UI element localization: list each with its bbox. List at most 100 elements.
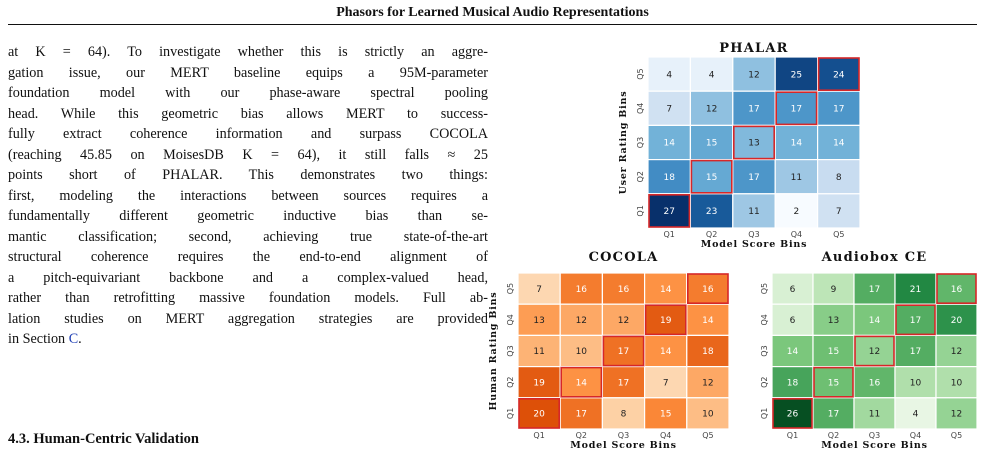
x-tick-label: Q5: [951, 431, 962, 440]
cell-value-label: 21: [910, 285, 921, 295]
cell-value-label: 10: [951, 378, 963, 388]
diagonal-highlight: [936, 273, 977, 305]
text-line: at K = 64). To investigate whether this …: [8, 44, 488, 60]
heatmap-cell: [601, 303, 646, 337]
cell-value-label: 4: [709, 70, 715, 80]
cell-value-label: 10: [910, 378, 922, 388]
text-line: lation studies on MERT aggregation strat…: [8, 310, 488, 327]
cell-value-label: 18: [787, 378, 799, 388]
text-line: foundation model with our phase-aware sp…: [8, 85, 488, 101]
heatmap-cell: [559, 272, 604, 305]
heatmap-cell: [689, 124, 734, 161]
text-line: points short of PHALAR. This demonstrate…: [8, 167, 488, 183]
cell-value-label: 19: [660, 316, 672, 326]
cell-value-label: 18: [702, 347, 714, 357]
heatmap-cell: [732, 193, 776, 229]
cell-value-label: 6: [790, 285, 796, 295]
y-tick-label: Q3: [636, 137, 645, 148]
y-tick-label: Q1: [506, 408, 515, 419]
y-tick-label: Q3: [506, 345, 515, 356]
cell-value-label: 17: [910, 316, 921, 326]
y-tick-label: Q5: [760, 283, 769, 294]
cell-value-label: 10: [702, 410, 714, 420]
diagonal-highlight: [644, 304, 687, 336]
text-line: a pitch-equivariant backbone and a compl…: [8, 269, 488, 286]
cell-value-label: 17: [791, 105, 802, 115]
cell-value-label: 14: [660, 285, 672, 295]
y-tick-label: Q4: [760, 314, 769, 325]
heatmap-cell: [643, 397, 688, 430]
cell-value-label: 27: [663, 207, 674, 217]
heatmap-cell: [935, 334, 978, 368]
heatmap-cell: [771, 303, 814, 337]
heatmap-cell: [686, 272, 730, 305]
text-line: rather than retrofitting massive foundat…: [8, 290, 488, 306]
heatmap-cell: [816, 193, 861, 229]
cell-value-label: 23: [706, 207, 717, 217]
cell-value-label: 16: [576, 285, 588, 295]
heatmap-cell: [894, 334, 937, 368]
x-tick-label: Q4: [910, 431, 921, 440]
section-heading: 4.3. Human-Centric Validation: [8, 431, 199, 447]
y-tick-label: Q1: [760, 408, 769, 419]
heatmap-cell: [812, 366, 855, 399]
y-tick-label: Q2: [636, 171, 645, 182]
cell-value-label: 17: [618, 378, 629, 388]
heatmap-cell: [816, 56, 861, 92]
cell-value-label: 11: [533, 347, 544, 357]
heatmap-cell: [771, 397, 814, 430]
cell-value-label: 13: [533, 316, 544, 326]
cell-value-label: 14: [833, 139, 845, 149]
cell-value-label: 15: [706, 139, 717, 149]
x-tick-label: Q2: [706, 230, 717, 239]
header-rule: [8, 24, 977, 25]
cell-value-label: 15: [660, 410, 671, 420]
text-line: head. While this geometric bias allows M…: [8, 105, 488, 122]
y-tick-label: Q4: [506, 314, 515, 325]
cell-value-label: 11: [791, 173, 802, 183]
cell-value-label: 7: [536, 285, 542, 295]
x-tick-label: Q5: [702, 431, 713, 440]
cell-value-label: 26: [787, 410, 799, 420]
body-paragraph: at K = 64). To investigate whether this …: [8, 42, 488, 350]
cell-value-label: 17: [576, 410, 587, 420]
page-header: Phasors for Learned Musical Audio Repres…: [0, 0, 985, 27]
cell-value-label: 20: [533, 410, 545, 420]
heatmap-cell: [732, 56, 776, 92]
heatmap-cell: [771, 272, 814, 305]
cell-value-label: 11: [869, 410, 880, 420]
diagonal-highlight: [560, 366, 603, 398]
cell-value-label: 13: [748, 139, 759, 149]
section-ref-link[interactable]: C: [68, 331, 79, 347]
heatmap-cell: [517, 397, 561, 430]
cell-value-label: 24: [833, 70, 845, 80]
heatmap-cell: [771, 366, 814, 399]
cell-value-label: 18: [663, 173, 675, 183]
cell-value-label: 13: [828, 316, 839, 326]
diagonal-highlight: [732, 125, 775, 160]
heatmap-cell: [732, 159, 776, 195]
cell-value-label: 11: [748, 207, 759, 217]
heatmap-cell: [601, 397, 646, 430]
cell-value-label: 17: [618, 347, 629, 357]
heatmap-title: Audiobox CE: [821, 250, 928, 265]
diagonal-highlight: [775, 91, 818, 126]
diagonal-highlight: [648, 194, 691, 228]
x-tick-label: Q1: [787, 431, 798, 440]
x-tick-label: Q1: [664, 230, 675, 239]
diagonal-highlight: [817, 57, 860, 92]
cell-value-label: 14: [660, 347, 672, 357]
y-tick-label: Q2: [760, 377, 769, 388]
heatmap-cell: [853, 397, 896, 430]
y-tick-label: Q5: [636, 68, 645, 79]
text-line: gation issue, our MERT baseline equips a…: [8, 64, 488, 81]
cell-value-label: 15: [706, 173, 717, 183]
cell-value-label: 12: [869, 347, 880, 357]
heatmap-cell: [517, 334, 561, 368]
heatmap-cell: [689, 193, 734, 229]
running-title: Phasors for Learned Musical Audio Repres…: [336, 5, 649, 20]
y-tick-label: Q3: [760, 345, 769, 356]
cell-value-label: 9: [831, 285, 837, 295]
heatmap-cell: [812, 397, 855, 430]
